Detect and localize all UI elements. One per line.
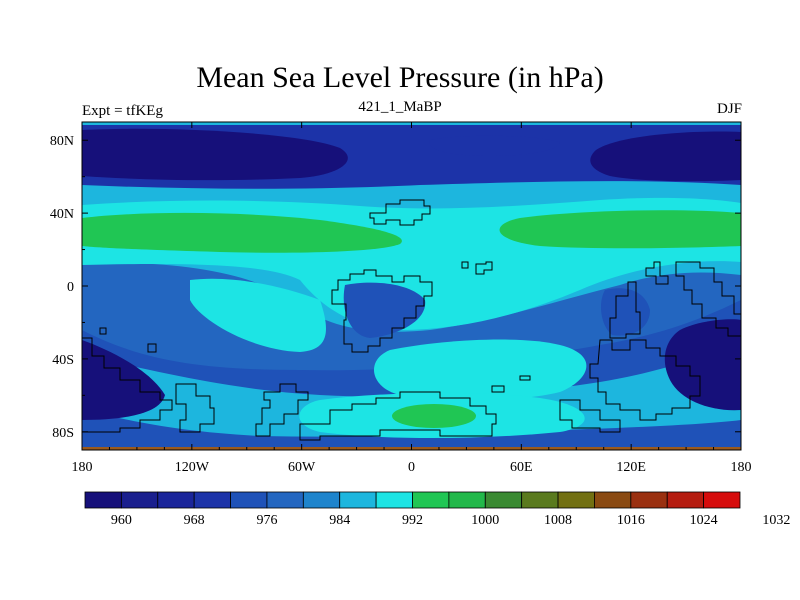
- x-tick-label: 120W: [175, 460, 210, 475]
- colorbar-swatch: [703, 491, 741, 509]
- southern-low-east: [664, 319, 741, 411]
- island-outline-5: [491, 385, 505, 393]
- colorbar: 960968976984992100010081016102410321040: [84, 491, 790, 528]
- colorbar-swatch: [375, 491, 413, 509]
- colorbar-swatch: [339, 491, 377, 509]
- antarctic-west-outline: [255, 383, 309, 437]
- y-tick-label: 0: [67, 280, 74, 295]
- x-tick-label: 180: [72, 460, 93, 475]
- experiment-label: Expt = tfKEg: [82, 103, 163, 119]
- island-outline-2: [475, 261, 493, 275]
- pressure-field: [82, 122, 741, 450]
- colorbar-swatch: [521, 491, 559, 509]
- colorbar-swatch: [302, 491, 341, 509]
- colorbar-swatch: [157, 491, 195, 509]
- y-tick-label: 40S: [52, 353, 74, 368]
- antarctic-east-outline: [559, 399, 621, 433]
- aleutian-low: [82, 128, 348, 181]
- island-outline-3: [99, 327, 107, 335]
- colorbar-swatch: [84, 491, 122, 509]
- india-outline: [645, 261, 669, 285]
- colorbar-label: 1016: [617, 513, 645, 528]
- siberian-high: [499, 210, 741, 249]
- island-outline-4: [147, 343, 157, 353]
- subtitle-label: 421_1_MaBP: [358, 99, 442, 115]
- antarctic-high: [392, 404, 476, 428]
- colorbar-swatch: [630, 491, 668, 509]
- colorbar-label: 1000: [471, 513, 499, 528]
- north-pacific-high: [82, 212, 402, 253]
- colorbar-label: 1008: [544, 513, 572, 528]
- antarctic-peninsula-outline: [175, 383, 215, 433]
- y-tick-label: 80N: [50, 134, 74, 149]
- colorbar-swatch: [120, 491, 159, 509]
- icelandic-low: [590, 131, 741, 182]
- antarctica-outline: [299, 391, 497, 441]
- colorbar-swatch: [484, 491, 523, 509]
- x-tick-label: 60E: [510, 460, 533, 475]
- y-tick-label: 80S: [52, 426, 74, 441]
- colorbar-label: 968: [184, 513, 205, 528]
- colorbar-label: 960: [111, 513, 132, 528]
- colorbar-swatch: [594, 491, 632, 509]
- colorbar-swatch: [448, 491, 486, 509]
- colorbar-swatch: [666, 491, 705, 509]
- pacific-high-cyan: [190, 278, 326, 352]
- south-america-outline: [81, 337, 173, 433]
- colorbar-swatch: [230, 491, 268, 509]
- asia-outline: [675, 261, 742, 337]
- x-tick-label: 0: [408, 460, 415, 475]
- colorbar-swatch: [266, 491, 304, 509]
- arabia-outline: [609, 281, 641, 339]
- continent-outlines: [81, 199, 742, 441]
- colorbar-swatch: [412, 491, 450, 509]
- southern-cyan-zone: [373, 339, 587, 401]
- season-label: DJF: [716, 101, 742, 117]
- x-tick-label: 60W: [288, 460, 316, 475]
- colorbar-label: 984: [329, 513, 350, 528]
- arctic-low: [429, 135, 560, 156]
- colorbar-label: 1032: [762, 513, 790, 528]
- island-outline-1: [461, 261, 469, 269]
- colorbar-label: 992: [402, 513, 423, 528]
- colorbar-label: 1024: [690, 513, 718, 528]
- map-title: Mean Sea Level Pressure (in hPa): [196, 61, 604, 94]
- x-tick-label: 180: [731, 460, 752, 475]
- island-outline-6: [519, 375, 531, 381]
- africa-outline: [331, 269, 433, 353]
- y-tick-label: 40N: [50, 207, 74, 222]
- map-axes: 180 120W 60W 0 60E 120E 180 80N 40N 0 40S 80S: [50, 122, 752, 475]
- australia-outline: [589, 339, 701, 421]
- colorbar-label: 976: [256, 513, 277, 528]
- continental-low: [343, 282, 426, 338]
- colorbar-swatch: [193, 491, 231, 509]
- europe-outline: [369, 199, 431, 226]
- eastern-continental-low: [600, 288, 650, 336]
- colorbar-swatch: [557, 491, 595, 509]
- x-tick-label: 120E: [616, 460, 646, 475]
